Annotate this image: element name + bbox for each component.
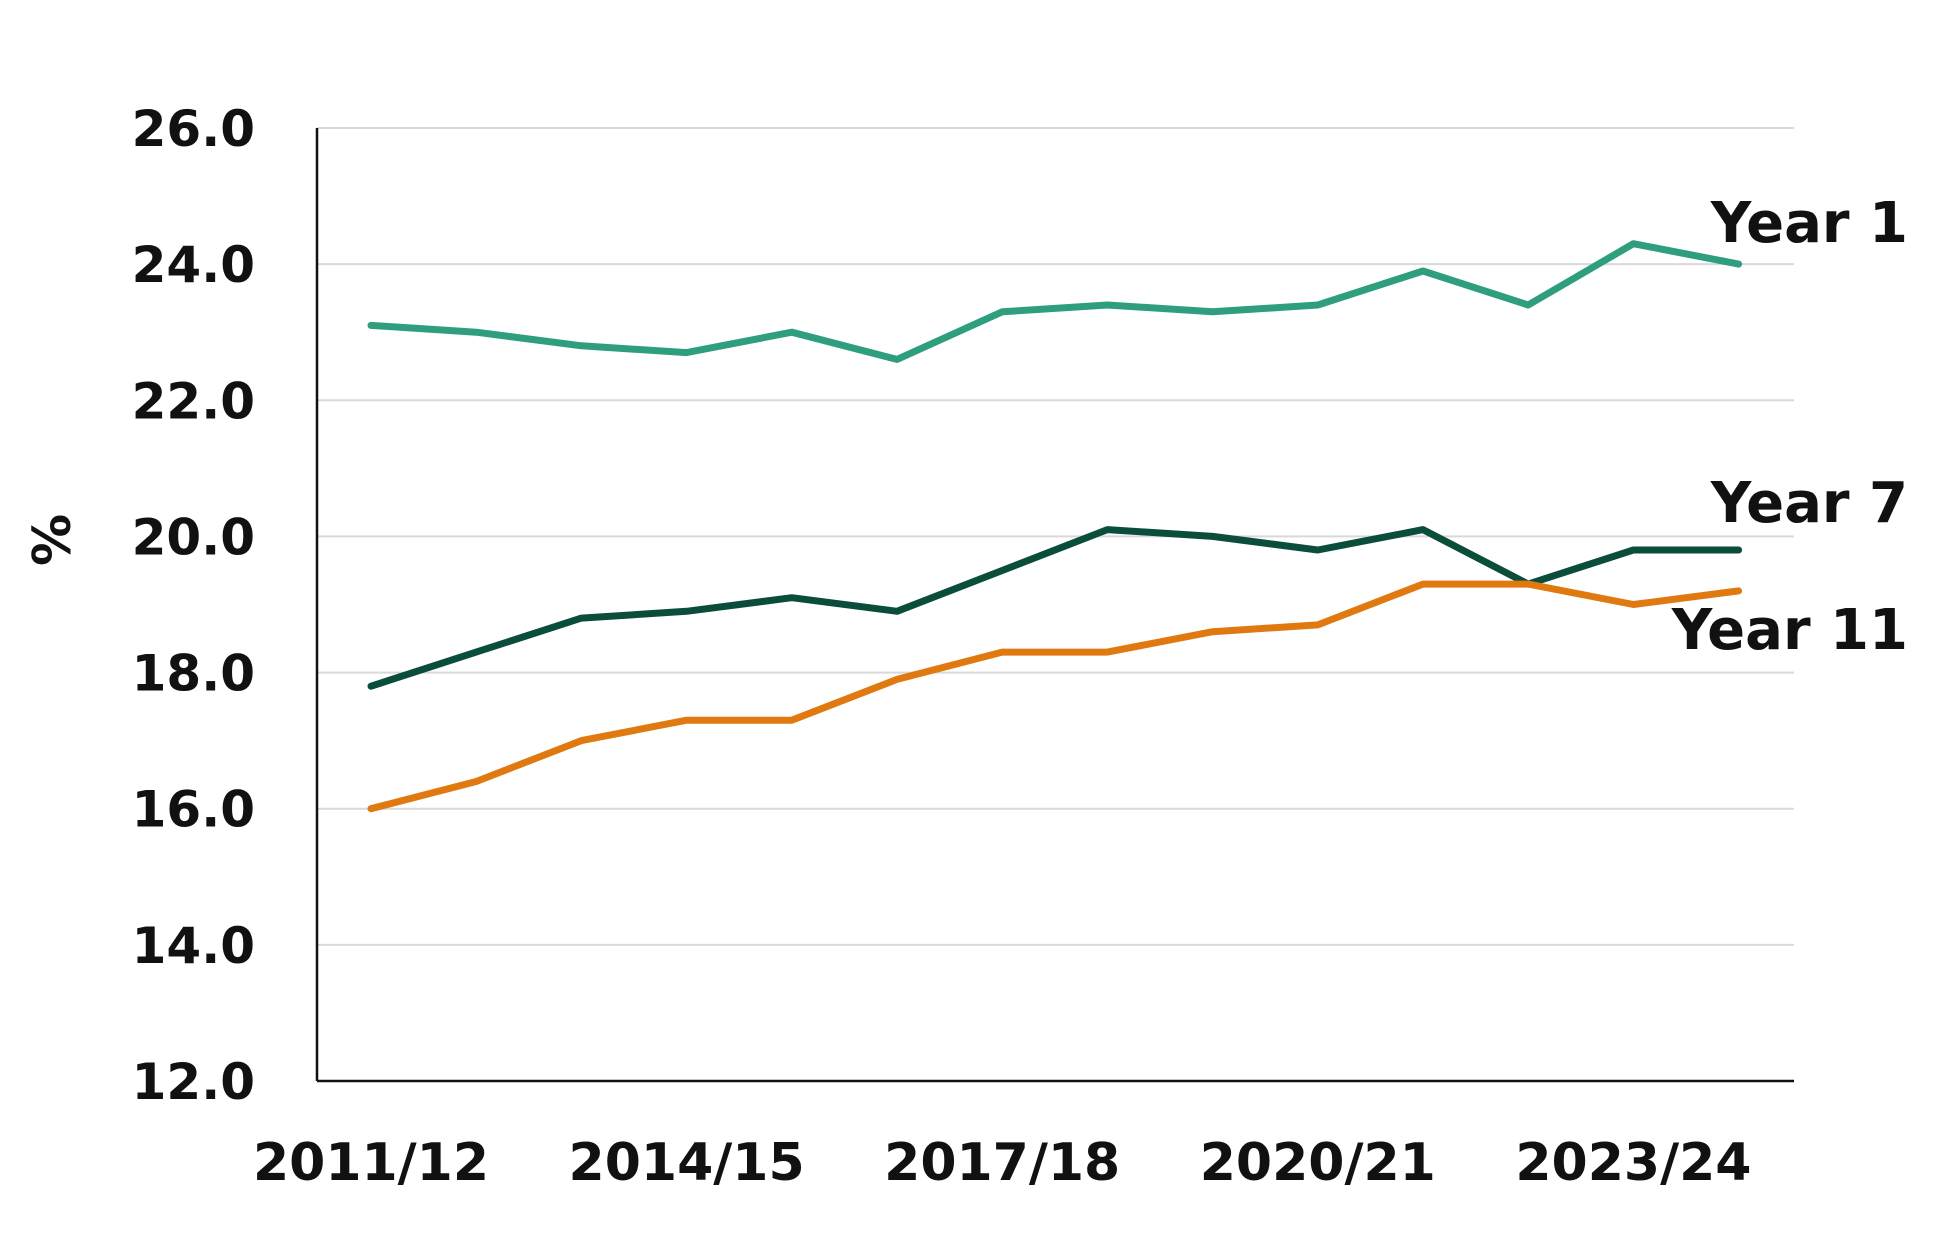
x-tick-label: 2023/24 bbox=[1515, 1133, 1751, 1193]
series-lines bbox=[367, 240, 1743, 813]
gridlines bbox=[317, 127, 1794, 946]
y-tick-label: 16.0 bbox=[132, 781, 255, 839]
x-tick-label: 2017/18 bbox=[884, 1133, 1120, 1193]
series-label: Year 1 bbox=[1710, 191, 1908, 256]
axes bbox=[315, 128, 1794, 1083]
y-tick-label: 14.0 bbox=[132, 917, 255, 975]
y-tick-labels: 12.0 14.0 16.0 18.0 20.0 22.0 24.0 26.0 bbox=[132, 100, 255, 1111]
series-line-year-1 bbox=[367, 240, 1743, 363]
series-line-year-11 bbox=[367, 580, 1743, 813]
x-tick-label: 2011/12 bbox=[253, 1133, 489, 1193]
y-tick-label: 12.0 bbox=[132, 1053, 255, 1111]
y-axis-label: % bbox=[23, 514, 83, 566]
series-label: Year 7 bbox=[1710, 471, 1908, 536]
y-tick-label: 26.0 bbox=[132, 100, 255, 158]
y-tick-label: 24.0 bbox=[132, 236, 255, 294]
x-tick-label: 2014/15 bbox=[569, 1133, 805, 1193]
series-labels: Year 1 Year 7 Year 11 bbox=[1671, 191, 1908, 663]
y-tick-label: 20.0 bbox=[132, 508, 255, 566]
x-tick-labels: 2011/12 2014/15 2017/18 2020/21 2023/24 bbox=[253, 1133, 1751, 1193]
x-tick-label: 2020/21 bbox=[1200, 1133, 1436, 1193]
series-label: Year 11 bbox=[1671, 598, 1908, 663]
series-line-year-7 bbox=[367, 526, 1743, 690]
y-tick-label: 18.0 bbox=[132, 645, 255, 703]
y-tick-label: 22.0 bbox=[132, 372, 255, 430]
